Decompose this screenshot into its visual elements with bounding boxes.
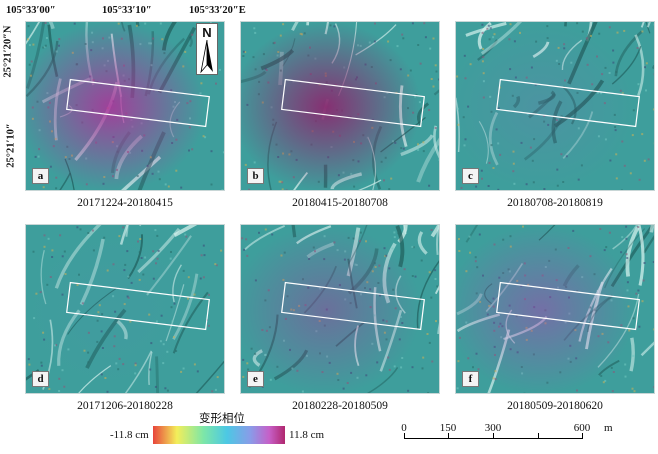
- panel-letter-e: e: [247, 371, 264, 387]
- scale-unit: m: [604, 422, 613, 434]
- legend-min: -11.8 cm: [110, 429, 149, 441]
- scale-label-1: 150: [439, 422, 457, 434]
- legend-max: 11.8 cm: [289, 429, 325, 441]
- lat-label-0: 25°21′20″N: [2, 25, 14, 78]
- interferogram-panel-d: d: [25, 224, 225, 394]
- panel-letter-d: d: [32, 371, 49, 387]
- panel-caption-c: 20180708-20180819: [507, 197, 603, 209]
- scale-label-3: 600: [573, 422, 591, 434]
- scale-tick: [538, 433, 539, 439]
- interferogram-panel-b: b: [240, 21, 440, 191]
- panel-caption-e: 20180228-20180509: [292, 400, 388, 412]
- study-area-rectangle: [496, 78, 640, 128]
- legend-title: 变形相位: [199, 413, 245, 425]
- interferogram-panel-e: e: [240, 224, 440, 394]
- scale-tick: [493, 433, 494, 439]
- panel-letter-b: b: [247, 168, 264, 184]
- north-arrow-icon: [200, 40, 213, 74]
- panel-caption-a: 20171224-20180415: [77, 197, 173, 209]
- panel-letter-c: c: [462, 168, 479, 184]
- panel-caption-f: 20180509-20180620: [507, 400, 603, 412]
- scale-tick: [404, 433, 405, 439]
- study-area-rectangle: [66, 281, 210, 331]
- legend-colorbar: [153, 426, 285, 444]
- interferogram-panel-f: f: [455, 224, 655, 394]
- study-area-rectangle: [66, 78, 210, 128]
- scale-label-2: 300: [484, 422, 502, 434]
- lon-label-2: 105°33′20″E: [189, 5, 246, 16]
- panel-caption-b: 20180415-20180708: [292, 197, 388, 209]
- interferogram-panel-c: c: [455, 21, 655, 191]
- study-area-rectangle: [281, 78, 425, 128]
- scale-tick: [582, 433, 583, 439]
- lon-label-1: 105°33′10″: [102, 5, 152, 16]
- lat-label-1: 25°21′10″: [5, 123, 17, 168]
- lon-label-0: 105°33′00″: [6, 5, 56, 16]
- north-label: N: [202, 25, 212, 40]
- scale-label-0: 0: [401, 422, 407, 434]
- north-arrow: N: [196, 23, 218, 75]
- panel-letter-f: f: [462, 371, 479, 387]
- study-area-rectangle: [496, 281, 640, 331]
- scale-tick: [448, 433, 449, 439]
- interferogram-panel-a: a: [25, 21, 225, 191]
- panel-letter-a: a: [32, 168, 49, 184]
- study-area-rectangle: [281, 281, 425, 331]
- panel-caption-d: 20171206-20180228: [77, 400, 173, 412]
